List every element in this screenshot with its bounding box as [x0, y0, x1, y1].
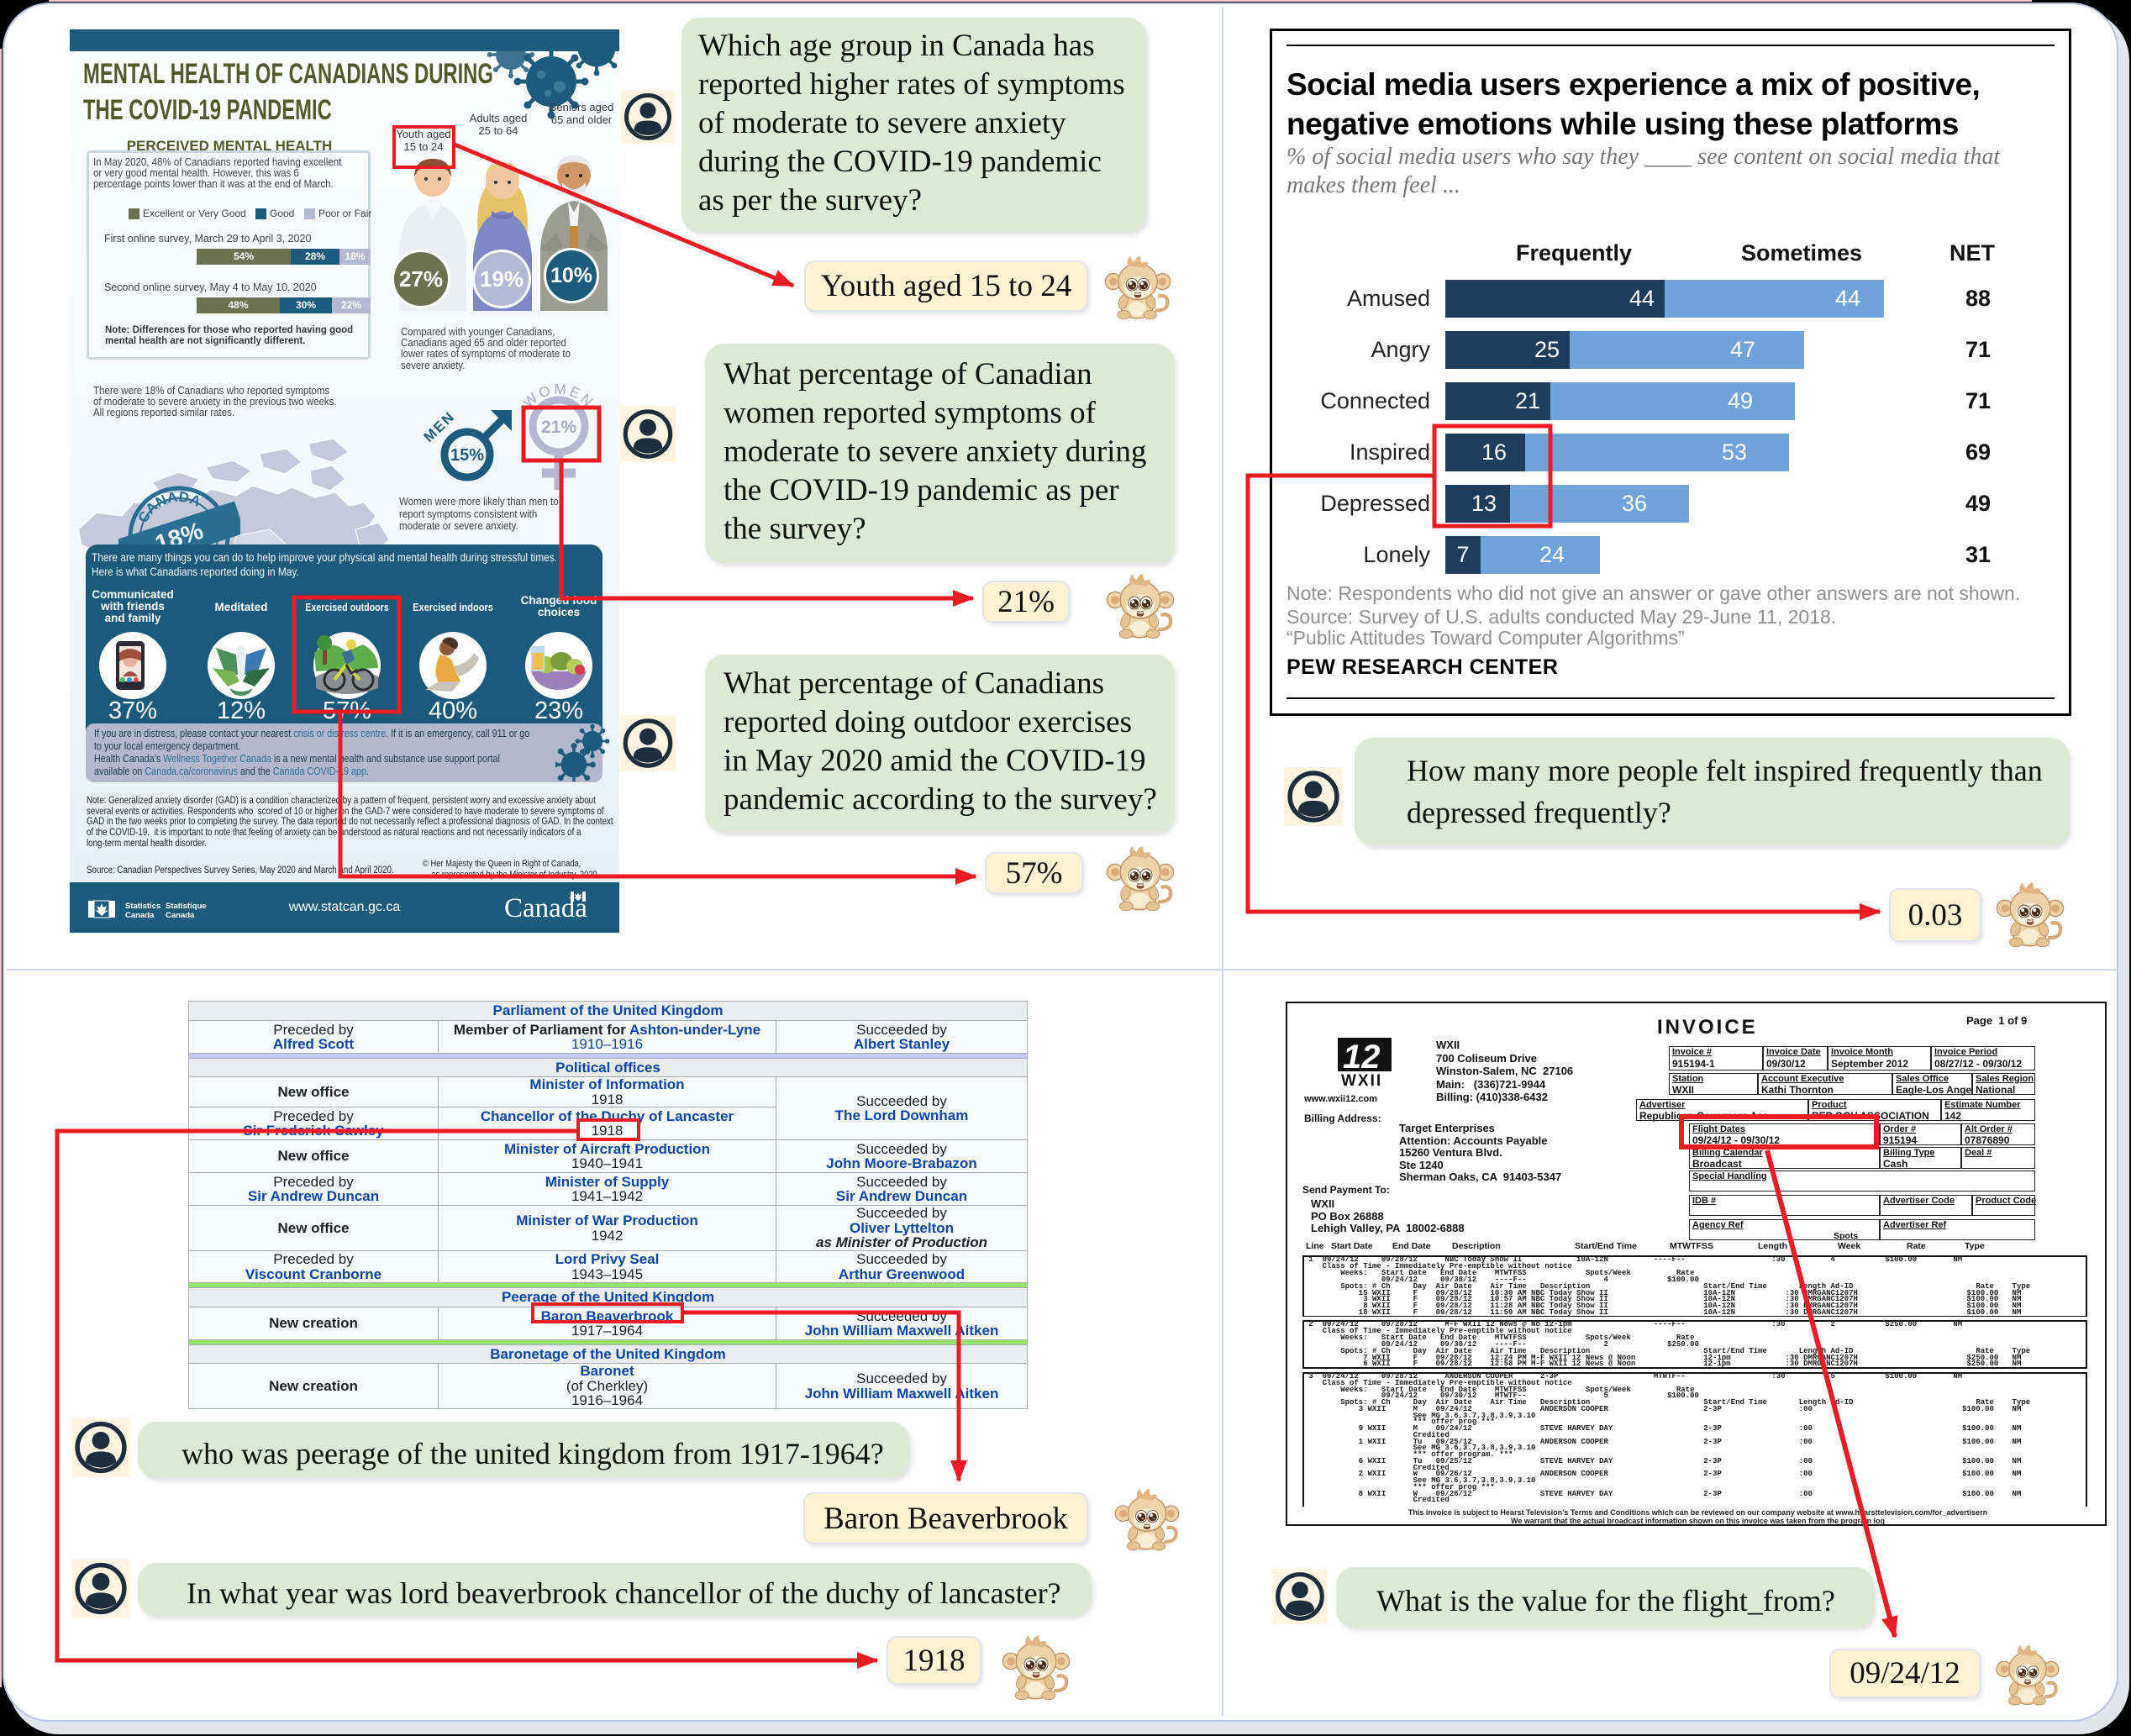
svg-text:21%: 21%	[541, 418, 576, 437]
svg-text:Statistique: Statistique	[166, 902, 207, 911]
svg-text:WOMEN: WOMEN	[520, 381, 597, 411]
svg-text:WXII: WXII	[1341, 1072, 1382, 1086]
svg-text:12: 12	[1343, 1039, 1381, 1076]
svg-text:Statistics: Statistics	[125, 902, 160, 911]
svg-text:Canada: Canada	[125, 911, 155, 920]
svg-text:15%: 15%	[450, 446, 484, 465]
svg-text:Canada: Canada	[166, 911, 195, 920]
